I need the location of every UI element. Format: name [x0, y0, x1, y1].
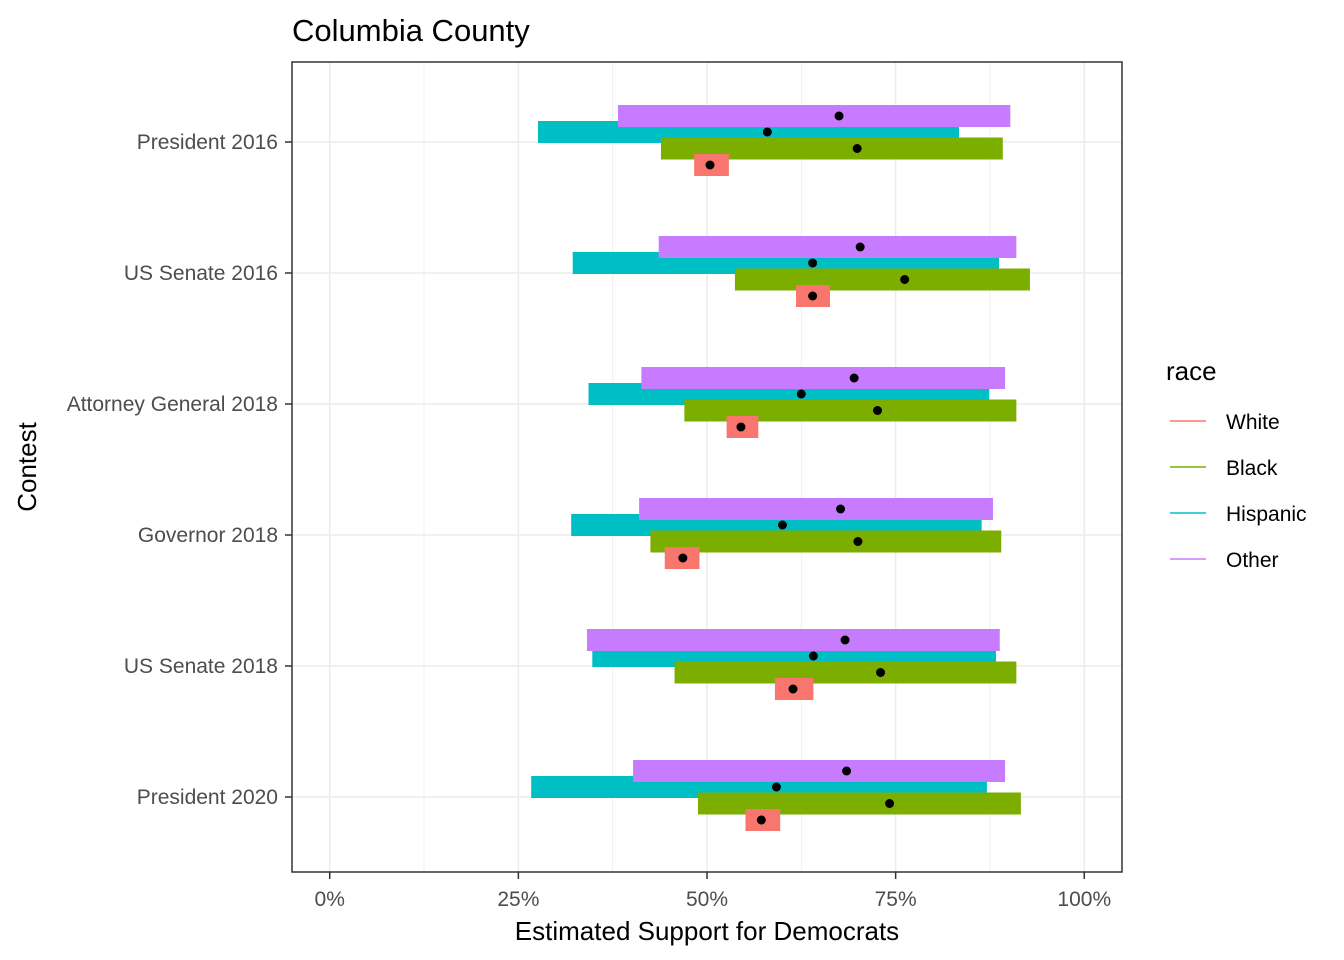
- estimate-point-hispanic: [808, 258, 818, 268]
- estimate-point-white: [808, 291, 818, 301]
- y-tick-label: US Senate 2018: [124, 655, 278, 678]
- estimate-point-other: [842, 766, 852, 776]
- interval-bar-black: [660, 137, 1003, 160]
- estimate-points: [678, 111, 910, 825]
- y-tick-label: Governor 2018: [138, 524, 278, 547]
- chart-title: Columbia County: [292, 13, 530, 48]
- interval-bar-other: [658, 236, 1017, 258]
- interval-bars: [531, 105, 1030, 831]
- x-tick-label: 0%: [315, 888, 345, 911]
- x-tick-label: 50%: [686, 888, 728, 911]
- legend-label-other: Other: [1226, 549, 1279, 572]
- legend: race White Black Hispanic Other: [1166, 356, 1307, 572]
- legend-items: White Black Hispanic Other: [1170, 411, 1307, 572]
- estimate-point-white: [788, 684, 798, 694]
- estimate-point-white: [705, 160, 715, 170]
- estimate-point-hispanic: [796, 389, 806, 399]
- legend-label-white: White: [1226, 411, 1280, 434]
- estimate-point-other: [836, 504, 846, 514]
- estimate-point-other: [840, 635, 850, 645]
- interval-bar-other: [633, 760, 1006, 782]
- plot-panel: [291, 61, 1123, 873]
- estimate-point-other: [849, 373, 859, 383]
- estimate-point-hispanic: [762, 127, 772, 137]
- legend-label-black: Black: [1226, 457, 1278, 480]
- y-tick-label: US Senate 2016: [124, 262, 278, 285]
- y-axis-title: Contest: [12, 421, 42, 511]
- estimate-point-black: [873, 406, 883, 415]
- x-tick-label: 100%: [1057, 888, 1111, 911]
- y-axis: President 2016 US Senate 2016 Attorney Gen…: [67, 131, 292, 809]
- y-tick-label: Attorney General 2018: [67, 393, 278, 416]
- interval-bar-other: [587, 629, 1000, 651]
- estimate-point-black: [853, 537, 863, 546]
- estimate-point-other: [855, 242, 865, 252]
- estimate-point-hispanic: [771, 782, 781, 792]
- x-tick-label: 75%: [875, 888, 917, 911]
- estimate-point-black: [885, 799, 895, 808]
- estimate-point-white: [756, 815, 766, 825]
- estimate-point-other: [834, 111, 844, 121]
- x-axis: 0% 25% 50% 75% 100%: [315, 872, 1111, 911]
- legend-title: race: [1166, 356, 1217, 386]
- y-tick-label: President 2020: [137, 786, 278, 809]
- estimate-point-black: [900, 275, 910, 284]
- legend-label-hispanic: Hispanic: [1226, 503, 1307, 526]
- estimate-point-hispanic: [808, 651, 818, 661]
- estimate-point-black: [876, 668, 886, 677]
- estimate-point-white: [678, 553, 688, 563]
- interval-bar-black: [650, 530, 1002, 553]
- interval-bar-black: [684, 399, 1017, 422]
- interval-bar-black: [734, 268, 1030, 291]
- estimate-point-black: [852, 144, 862, 153]
- estimate-point-white: [736, 422, 746, 432]
- interval-bar-other: [639, 498, 993, 520]
- x-axis-title: Estimated Support for Democrats: [515, 916, 899, 946]
- y-tick-label: President 2016: [137, 131, 278, 154]
- estimate-point-hispanic: [777, 520, 787, 530]
- interval-bar-other: [641, 367, 1006, 389]
- interval-bar-other: [617, 105, 1011, 127]
- x-tick-label: 25%: [497, 888, 539, 911]
- interval-bar-black: [674, 661, 1017, 684]
